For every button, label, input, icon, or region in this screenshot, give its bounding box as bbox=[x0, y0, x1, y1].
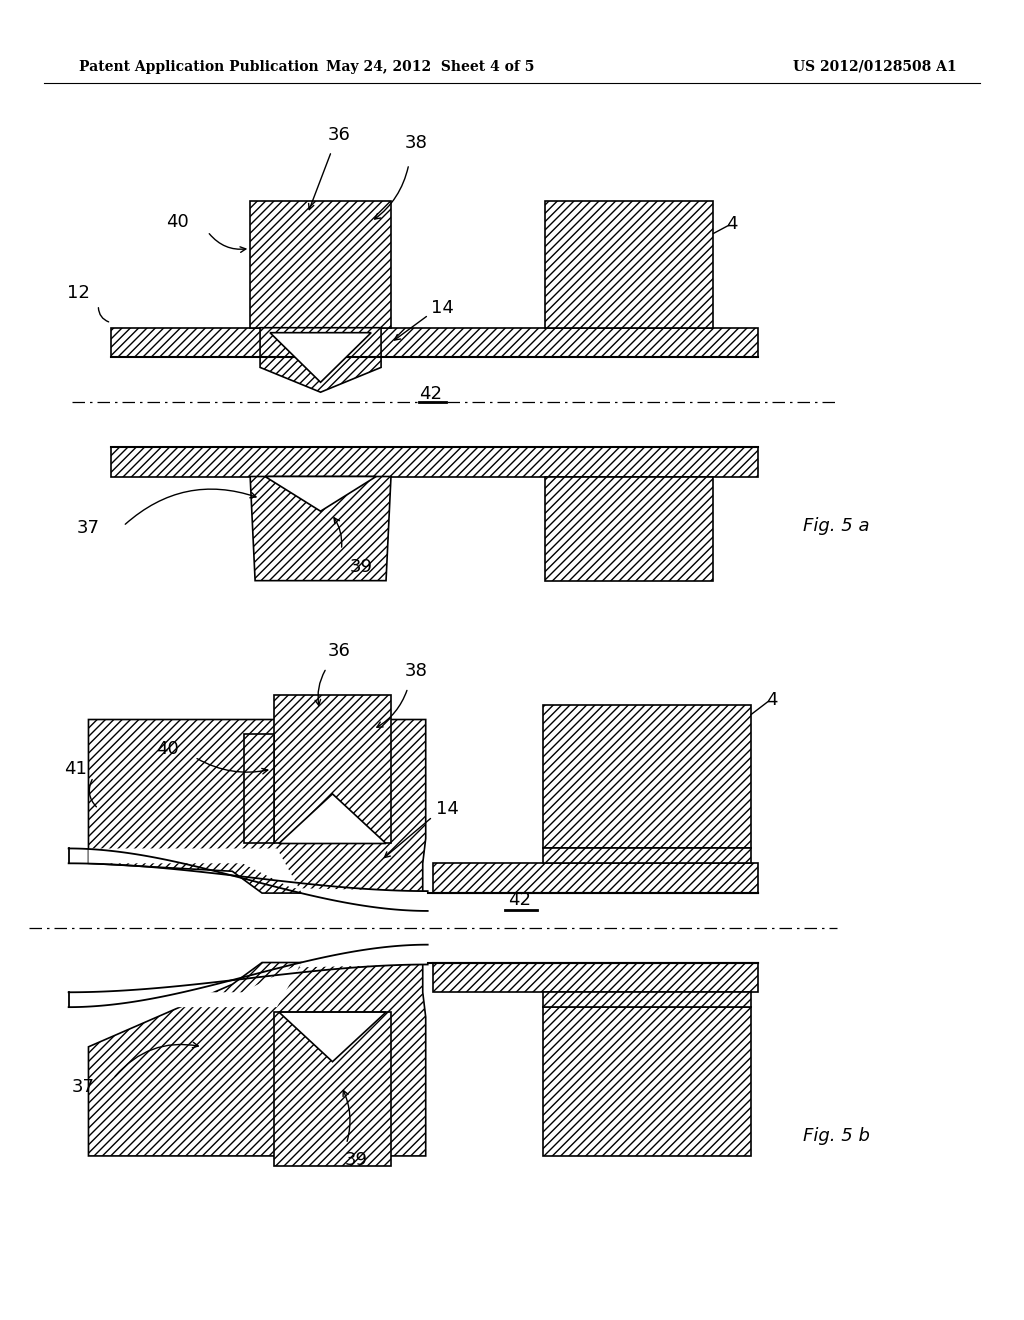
Text: 40: 40 bbox=[166, 213, 189, 231]
Text: 12: 12 bbox=[68, 284, 90, 302]
Text: Fig. 5 a: Fig. 5 a bbox=[803, 517, 869, 535]
Polygon shape bbox=[279, 1012, 386, 1061]
Text: May 24, 2012  Sheet 4 of 5: May 24, 2012 Sheet 4 of 5 bbox=[327, 59, 535, 74]
Bar bbox=[543, 1007, 751, 1156]
Text: 38: 38 bbox=[404, 661, 427, 680]
Polygon shape bbox=[88, 942, 428, 1007]
Text: 39: 39 bbox=[350, 558, 373, 576]
Text: 36: 36 bbox=[328, 642, 351, 660]
Bar bbox=[112, 446, 758, 477]
Text: 40: 40 bbox=[157, 741, 179, 758]
Text: 37: 37 bbox=[77, 519, 100, 537]
Bar bbox=[274, 694, 391, 843]
Bar bbox=[545, 477, 714, 581]
Text: 36: 36 bbox=[328, 127, 351, 144]
Bar bbox=[433, 863, 758, 894]
Text: 14: 14 bbox=[431, 298, 454, 317]
Polygon shape bbox=[279, 793, 386, 843]
Text: Patent Application Publication: Patent Application Publication bbox=[79, 59, 318, 74]
Bar bbox=[543, 849, 751, 863]
Text: 41: 41 bbox=[65, 760, 87, 777]
Text: 39: 39 bbox=[345, 1151, 368, 1170]
Polygon shape bbox=[260, 327, 381, 392]
Bar bbox=[112, 327, 758, 358]
Polygon shape bbox=[270, 333, 371, 383]
Polygon shape bbox=[88, 849, 428, 913]
Polygon shape bbox=[88, 962, 426, 1156]
Bar bbox=[244, 734, 274, 843]
Bar bbox=[545, 201, 714, 327]
Bar bbox=[250, 201, 391, 327]
Polygon shape bbox=[88, 719, 426, 894]
Polygon shape bbox=[250, 477, 391, 581]
Bar bbox=[433, 962, 758, 993]
Text: Fig. 5 b: Fig. 5 b bbox=[803, 1127, 869, 1144]
Bar bbox=[543, 705, 751, 849]
Text: US 2012/0128508 A1: US 2012/0128508 A1 bbox=[793, 59, 956, 74]
Polygon shape bbox=[265, 477, 376, 511]
Text: 4: 4 bbox=[726, 215, 737, 232]
Bar bbox=[274, 1012, 391, 1166]
Bar bbox=[543, 993, 751, 1007]
Text: 42: 42 bbox=[509, 891, 531, 909]
Text: 37: 37 bbox=[72, 1077, 95, 1096]
Text: 4: 4 bbox=[766, 690, 777, 709]
Text: 38: 38 bbox=[404, 135, 427, 152]
Text: 42: 42 bbox=[419, 385, 442, 403]
Text: 14: 14 bbox=[435, 800, 459, 818]
